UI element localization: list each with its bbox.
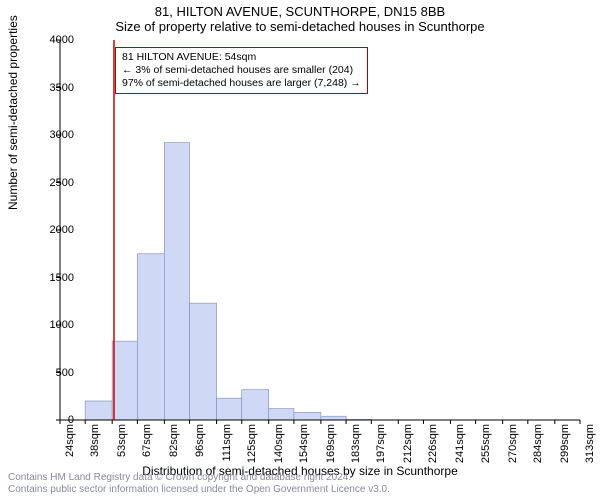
y-tick-label: 2500 (34, 177, 74, 189)
x-tick-label: 255sqm (480, 424, 492, 463)
annotation-line-1: 81 HILTON AVENUE: 54sqm (122, 51, 361, 64)
histogram-bar (217, 398, 242, 420)
y-tick-label: 4000 (34, 34, 74, 46)
x-tick-label: 154sqm (298, 424, 310, 463)
y-tick-label: 500 (34, 367, 74, 379)
x-tick-label: 183sqm (350, 424, 362, 463)
credit-text: Contains HM Land Registry data © Crown c… (8, 472, 390, 496)
x-tick-label: 270sqm (507, 424, 519, 463)
x-tick-label: 212sqm (402, 424, 414, 463)
histogram-bar (137, 254, 164, 420)
histogram-bar (164, 143, 189, 420)
x-tick-label: 197sqm (375, 424, 387, 463)
histogram-svg (60, 40, 580, 420)
y-tick-label: 1500 (34, 272, 74, 284)
x-tick-label: 53sqm (116, 424, 128, 457)
marker-annotation-box: 81 HILTON AVENUE: 54sqm ← 3% of semi-det… (115, 47, 368, 94)
y-tick-label: 2000 (34, 224, 74, 236)
x-tick-label: 38sqm (89, 424, 101, 457)
histogram-bar (269, 409, 294, 420)
y-tick-label: 1000 (34, 319, 74, 331)
y-axis-label: Number of semi-detached properties (6, 15, 20, 210)
x-tick-label: 82sqm (168, 424, 180, 457)
histogram-bar (112, 341, 137, 420)
x-tick-label: 125sqm (246, 424, 258, 463)
chart-title-sub: Size of property relative to semi-detach… (0, 19, 600, 36)
x-tick-label: 111sqm (221, 424, 233, 462)
x-tick-label: 169sqm (325, 424, 337, 463)
x-tick-label: 241sqm (454, 424, 466, 463)
x-tick-label: 140sqm (273, 424, 285, 463)
histogram-bar (321, 416, 346, 420)
annotation-line-3: 97% of semi-detached houses are larger (… (122, 77, 361, 90)
annotation-line-2: ← 3% of semi-detached houses are smaller… (122, 64, 361, 77)
histogram-bar (85, 401, 112, 420)
x-tick-label: 226sqm (427, 424, 439, 463)
chart-title-main: 81, HILTON AVENUE, SCUNTHORPE, DN15 8BB (0, 0, 600, 19)
x-tick-label: 96sqm (194, 424, 206, 457)
y-tick-label: 3000 (34, 129, 74, 141)
histogram-bar (190, 303, 217, 420)
x-tick-label: 67sqm (141, 424, 153, 457)
histogram-bar (294, 412, 321, 420)
x-tick-label: 299sqm (559, 424, 571, 463)
x-tick-label: 313sqm (584, 424, 596, 463)
x-tick-label: 284sqm (532, 424, 544, 463)
histogram-bar (242, 390, 269, 420)
y-tick-label: 3500 (34, 82, 74, 94)
x-tick-label: 24sqm (64, 424, 76, 457)
plot-area (60, 40, 580, 420)
